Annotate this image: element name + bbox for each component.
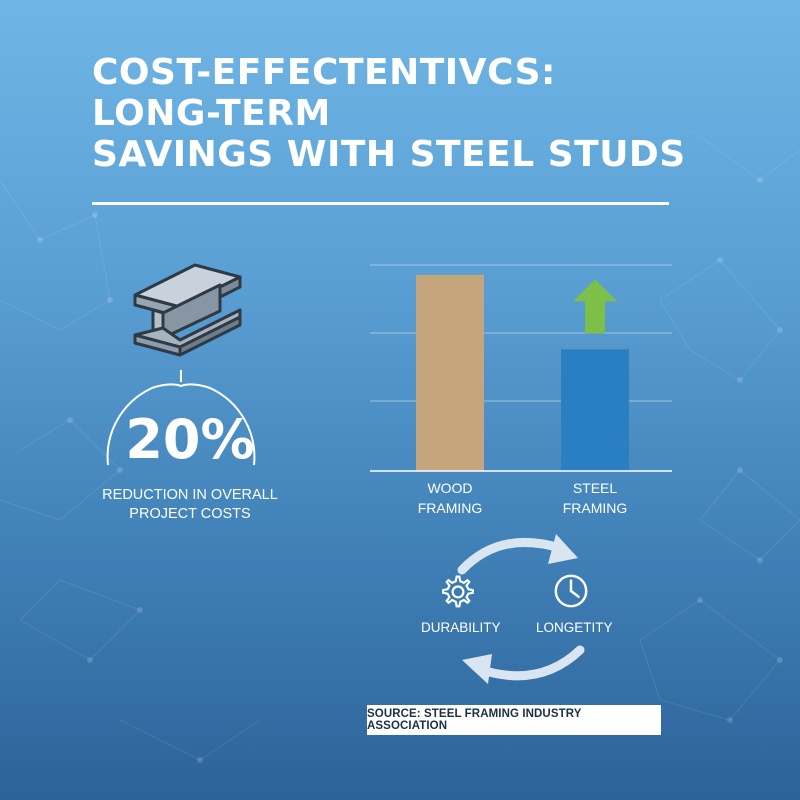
title-line-1: COST-EFFECTENTIVCS:	[92, 52, 556, 93]
bar-chart: WOOD FRAMING STEEL FRAMING	[370, 264, 672, 516]
title-divider	[92, 202, 669, 205]
category-label-steel-line-1: STEEL	[573, 480, 618, 496]
title-line-2: LONG-TERM	[92, 93, 331, 134]
cycle-arrows	[457, 534, 585, 684]
chart-category-labels: WOOD FRAMING STEEL FRAMING	[418, 480, 628, 516]
stat-caption-line-1: REDUCTION IN OVERALL	[102, 487, 278, 503]
bar-steel-framing	[561, 349, 629, 471]
gear-icon	[442, 575, 474, 608]
bar-wood-framing	[416, 274, 484, 471]
stat-arc	[106, 370, 256, 466]
category-label-wood-line-1: WOOD	[427, 480, 472, 496]
chart-bars	[416, 274, 629, 471]
stat-caption-line-2: PROJECT COSTS	[129, 506, 251, 522]
clock-icon	[554, 574, 588, 608]
source-text: SOURCE: STEEL FRAMING INDUSTRY ASSOCIATI…	[367, 708, 582, 732]
category-label-steel-line-2: FRAMING	[563, 500, 628, 516]
up-arrow-icon	[573, 279, 617, 334]
category-label-wood-line-2: FRAMING	[418, 500, 483, 516]
longetity-label: LONGETITY	[536, 620, 613, 635]
stat-value: 20%	[125, 408, 255, 471]
page-title: COST-EFFECTENTIVCS: LONG-TERM SAVINGS WI…	[92, 52, 732, 175]
steel-beam-icon	[133, 263, 242, 357]
title-line-3: SAVINGS WITH STEEL STUDS	[92, 134, 686, 175]
durability-label: DURABILITY	[421, 620, 501, 635]
source-note: SOURCE: STEEL FRAMING INDUSTRY ASSOCIATI…	[367, 705, 661, 735]
stat-caption: REDUCTION IN OVERALL PROJECT COSTS	[85, 486, 295, 524]
